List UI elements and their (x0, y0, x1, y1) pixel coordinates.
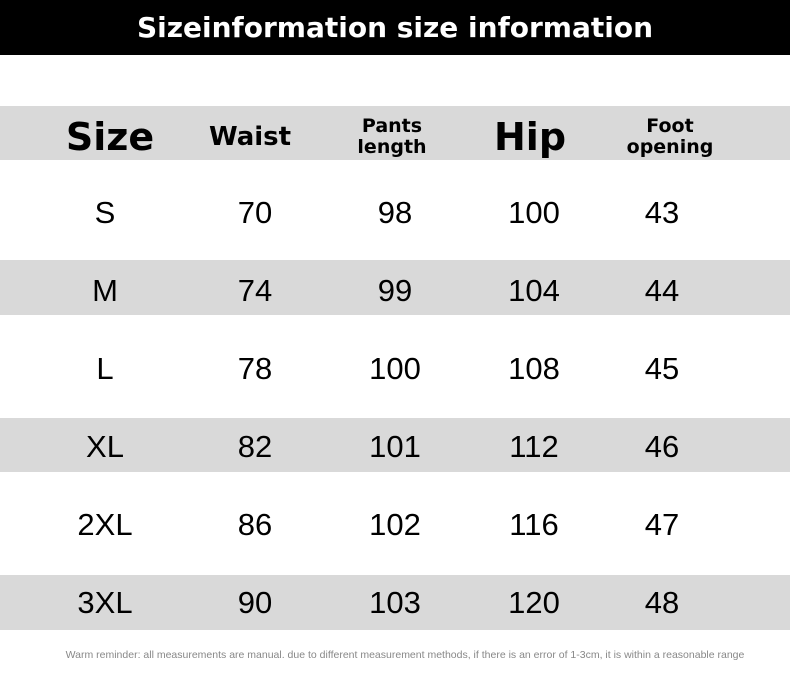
cell-hip: 120 (508, 585, 560, 620)
header-band (0, 106, 790, 160)
cell-hip: 108 (508, 351, 560, 386)
warm-reminder-note: Warm reminder: all measurements are manu… (65, 649, 745, 661)
cell-waist: 86 (237, 507, 273, 542)
cell-foot-opening: 48 (644, 585, 680, 620)
cell-foot-opening: 46 (644, 429, 680, 464)
cell-pants-length: 101 (369, 429, 421, 464)
cell-waist: 90 (237, 585, 273, 620)
cell-size: 3XL (77, 585, 133, 620)
cell-size: 2XL (77, 507, 133, 542)
cell-hip: 112 (509, 429, 559, 464)
cell-foot-opening: 44 (644, 273, 680, 308)
cell-hip: 116 (509, 507, 559, 542)
cell-size: XL (86, 429, 124, 464)
cell-hip: 104 (508, 273, 560, 308)
cell-waist: 74 (237, 273, 273, 308)
header-pants-length: Pants length (357, 115, 427, 158)
cell-size: L (96, 351, 114, 386)
cell-waist: 70 (237, 195, 273, 230)
cell-hip: 100 (508, 195, 560, 230)
cell-foot-opening: 47 (644, 507, 680, 542)
cell-pants-length: 99 (377, 273, 413, 308)
header-foot-opening: Foot opening (626, 115, 714, 158)
cell-waist: 78 (237, 351, 273, 386)
cell-pants-length: 98 (377, 195, 413, 230)
cell-pants-length: 102 (369, 507, 421, 542)
header-size: Size (65, 115, 155, 159)
cell-pants-length: 103 (369, 585, 421, 620)
row-band-xl (0, 418, 790, 472)
row-band-m (0, 260, 790, 315)
header-hip: Hip (493, 115, 567, 159)
cell-pants-length: 100 (369, 351, 421, 386)
cell-foot-opening: 43 (644, 195, 680, 230)
cell-waist: 82 (237, 429, 273, 464)
header-waist: Waist (208, 122, 292, 152)
cell-size: S (94, 195, 116, 230)
cell-size: M (92, 273, 118, 308)
row-band-3xl (0, 575, 790, 630)
page-title: Sizeinformation size information (0, 0, 790, 55)
cell-foot-opening: 45 (644, 351, 680, 386)
